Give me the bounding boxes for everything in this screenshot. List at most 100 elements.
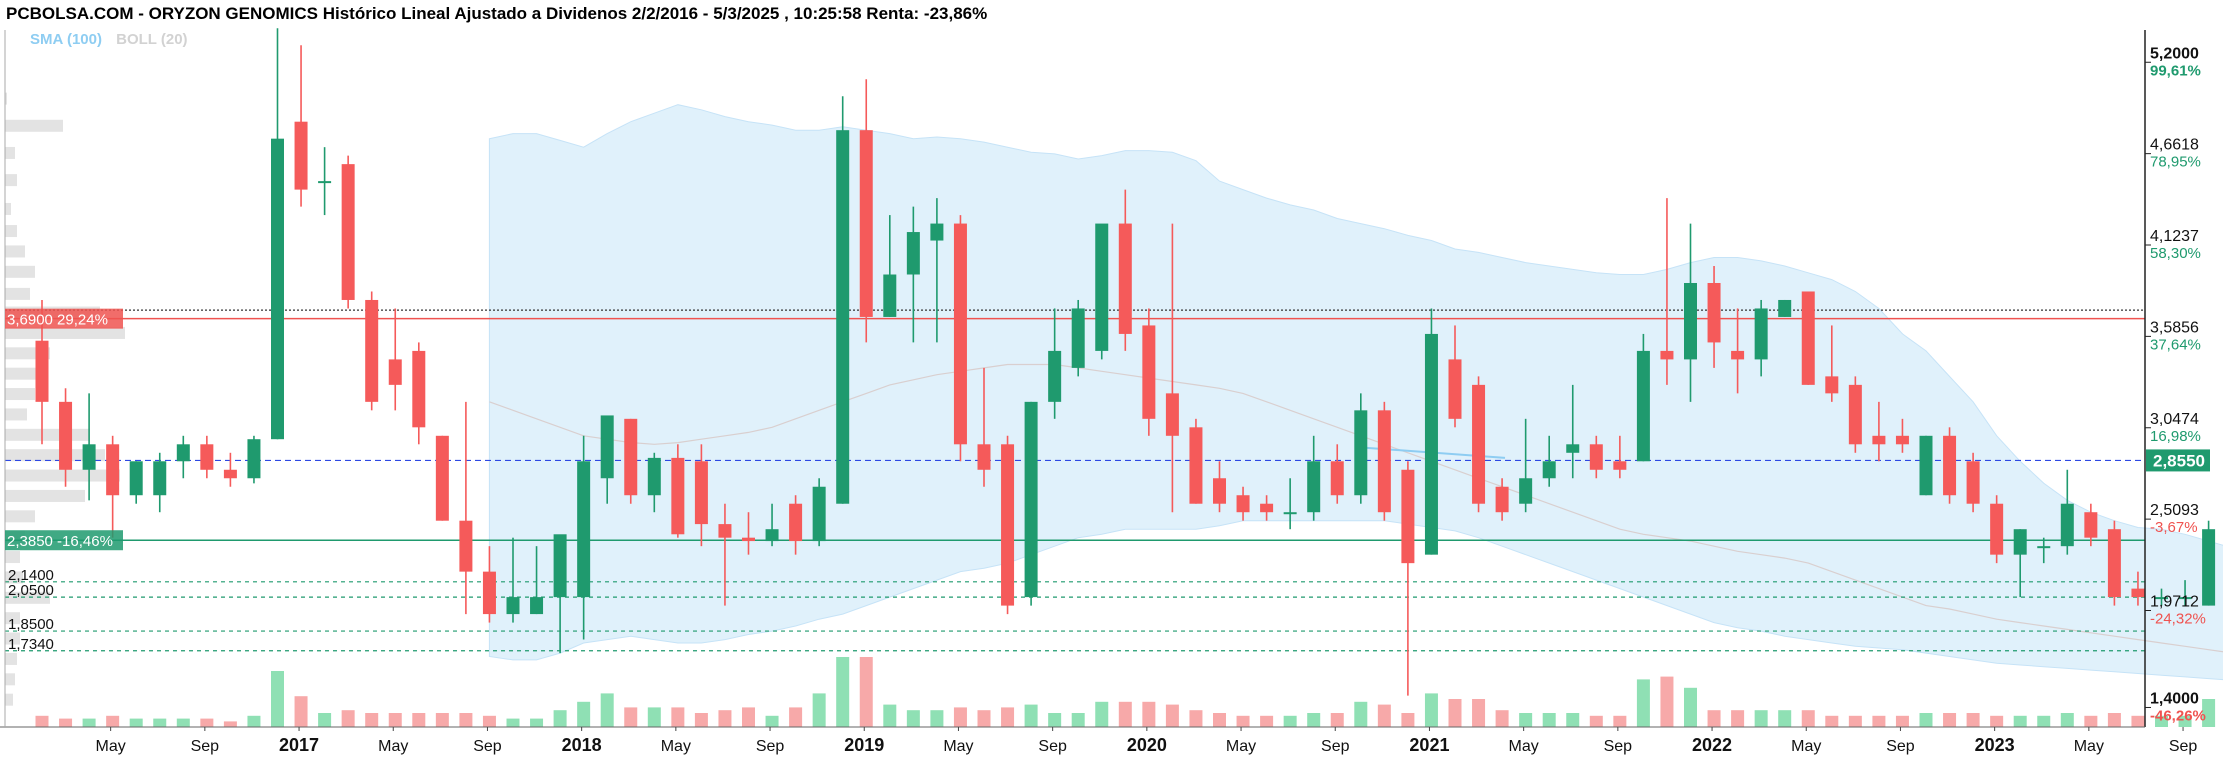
volume-bar: [1001, 707, 1015, 727]
volume-profile-bar: [5, 591, 50, 604]
candle: [1684, 223, 1697, 402]
volume-profile-bar: [5, 489, 85, 502]
candle-body: [1048, 350, 1062, 402]
candle: [930, 198, 944, 343]
volume-profile-bar: [5, 571, 23, 584]
reference-label-badge: [5, 530, 123, 551]
price-tick-percent: -46,26%: [2150, 707, 2206, 724]
volume-bar: [1165, 704, 1179, 727]
time-tick-label: Sep: [191, 738, 220, 755]
volume-bar: [1519, 713, 1533, 727]
candle: [1613, 435, 1627, 479]
volume-bar: [1801, 710, 1815, 727]
volume-bar: [482, 715, 496, 727]
price-tick-percent: 58,30%: [2150, 245, 2201, 262]
candle: [812, 478, 826, 547]
candle-body: [1472, 384, 1486, 504]
candle-body: [906, 232, 920, 275]
candle-body: [1636, 350, 1650, 462]
candle-body: [1778, 299, 1792, 317]
volume-profile-bar: [5, 428, 90, 441]
candle-body: [1707, 282, 1721, 343]
candle-body: [365, 299, 379, 402]
volume-bar: [883, 704, 897, 727]
candle-body: [1589, 444, 1603, 470]
price-tick-percent: 78,95%: [2150, 154, 2201, 171]
candle-body: [1095, 223, 1109, 351]
volume-bar: [1919, 713, 1933, 727]
candle-body: [1236, 495, 1250, 513]
volume-bar: [1213, 713, 1226, 727]
candle: [671, 444, 685, 538]
candle-body: [671, 457, 685, 535]
candle-body: [153, 461, 167, 496]
candle-body: [1519, 478, 1533, 504]
candle: [1966, 452, 1980, 513]
candle-body: [106, 444, 120, 496]
sma-legend-label[interactable]: SMA (100): [30, 31, 102, 48]
candle: [1801, 291, 1815, 385]
volume-bar: [1024, 704, 1038, 727]
candle-body: [1542, 461, 1556, 479]
volume-bar: [1848, 715, 1862, 727]
volume-profile-bar: [5, 326, 125, 339]
volume-bar: [294, 696, 308, 727]
time-tick-label: Sep: [2169, 738, 2198, 755]
volume-bar: [2037, 715, 2051, 727]
candle-body: [2131, 588, 2145, 598]
volume-bar: [106, 715, 120, 727]
candle: [1260, 495, 1274, 521]
candle: [1142, 308, 1156, 436]
candle: [553, 534, 567, 654]
candle-body: [1495, 486, 1509, 513]
volume-profile-bar: [5, 510, 35, 523]
volume-bar: [1589, 715, 1603, 727]
candle: [2107, 520, 2121, 606]
candle-body: [271, 138, 284, 440]
candle: [271, 28, 284, 440]
candle: [435, 435, 449, 521]
candles[interactable]: [35, 28, 2223, 707]
time-tick-label: May: [1509, 738, 1539, 755]
candle: [1919, 435, 1933, 496]
boll-legend-label[interactable]: BOLL (20): [116, 31, 188, 48]
volume-bar: [2131, 715, 2145, 727]
candle: [506, 537, 520, 623]
candle-body: [1872, 435, 1886, 445]
candle-body: [1283, 512, 1297, 515]
candle-body: [2202, 529, 2216, 606]
candle: [1472, 376, 1486, 513]
candle: [1519, 418, 1533, 513]
candle: [647, 452, 661, 513]
time-tick-label: May: [1226, 738, 1256, 755]
candle-body: [624, 418, 638, 496]
candle-body: [200, 444, 214, 470]
candle-body: [1071, 308, 1085, 368]
volume-bar: [742, 707, 755, 727]
candle: [1071, 299, 1085, 377]
volume-bar: [600, 693, 614, 727]
indicator-legend: SMA (100) BOLL (20): [30, 31, 198, 48]
volume-bar: [530, 718, 544, 727]
candle: [129, 461, 143, 504]
price-tick-percent: -24,32%: [2150, 610, 2206, 627]
reference-label-badge: [5, 308, 123, 329]
candle-body: [459, 520, 473, 572]
candle: [1660, 198, 1674, 385]
candle: [482, 546, 496, 623]
volume-bar: [577, 701, 591, 727]
candle-body: [1754, 308, 1768, 360]
candle: [200, 435, 214, 479]
candle-body: [1330, 461, 1344, 496]
candle-body: [836, 130, 850, 504]
volume-bar: [1236, 715, 1250, 727]
candle: [82, 393, 96, 501]
candle: [765, 503, 779, 547]
volume-bar: [2107, 713, 2121, 727]
candle: [459, 401, 473, 615]
volume-bar: [176, 718, 190, 727]
candle-body: [482, 571, 496, 615]
candle: [694, 444, 708, 547]
